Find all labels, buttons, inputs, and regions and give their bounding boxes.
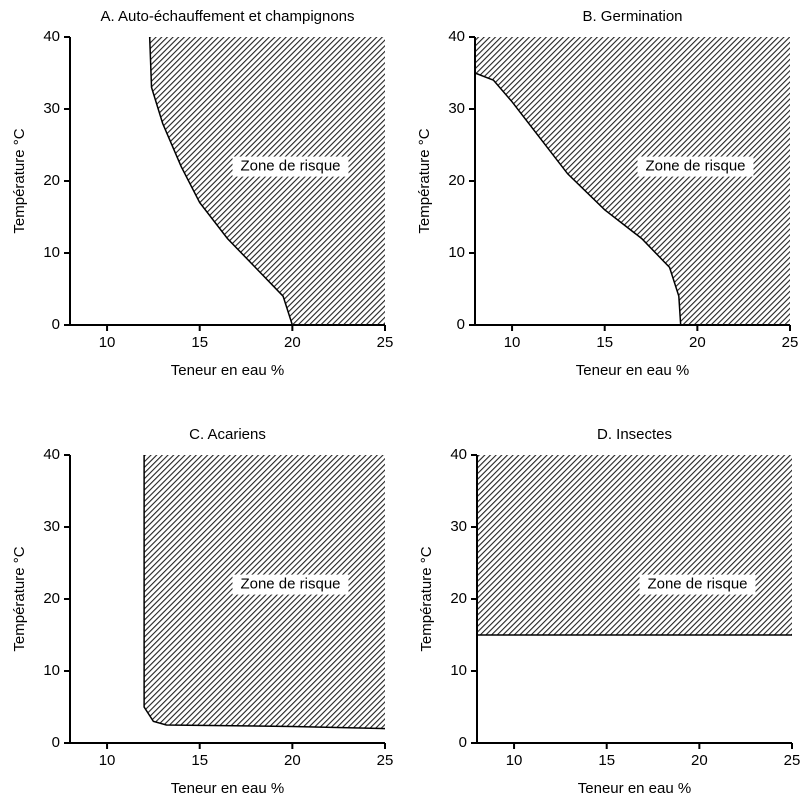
- risk-boundary: [148, 36, 294, 326]
- y-tick-label: 40: [448, 28, 465, 45]
- y-tick-label: 40: [450, 446, 467, 463]
- y-tick-label: 20: [448, 172, 465, 189]
- x-axis-label: Teneur en eau %: [578, 780, 691, 797]
- panel-title: B. Germination: [582, 8, 682, 25]
- annotation-bg: [637, 156, 754, 177]
- risk-boundary: [143, 455, 386, 730]
- y-tick-label: 0: [52, 734, 60, 751]
- annotation-bg: [639, 574, 756, 595]
- x-tick-label: 10: [99, 752, 116, 769]
- x-tick-label: 15: [596, 334, 613, 351]
- x-tick-label: 10: [99, 334, 116, 351]
- y-tick-label: 30: [43, 518, 60, 535]
- y-axis-label: Température °C: [416, 128, 433, 233]
- y-axis-label: Température °C: [418, 546, 435, 651]
- annotation-bg: [232, 574, 349, 595]
- x-tick-label: 25: [377, 752, 394, 769]
- y-tick-label: 10: [43, 662, 60, 679]
- x-tick-label: 10: [506, 752, 523, 769]
- x-tick-label: 15: [191, 334, 208, 351]
- x-tick-label: 25: [782, 334, 799, 351]
- annotation: Zone de risque: [240, 576, 340, 593]
- x-tick-label: 20: [284, 334, 301, 351]
- risk-boundary: [474, 72, 682, 326]
- panel-title: C. Acariens: [189, 426, 266, 443]
- y-axis-label: Température °C: [11, 546, 28, 651]
- annotation: Zone de risque: [645, 158, 745, 175]
- y-tick-label: 20: [450, 590, 467, 607]
- annotation: Zone de risque: [647, 576, 747, 593]
- x-tick-label: 25: [377, 334, 394, 351]
- risk-zone: [475, 37, 790, 325]
- x-axis-label: Teneur en eau %: [576, 362, 689, 379]
- panel-title: A. Auto-échauffement et champignons: [100, 8, 354, 25]
- y-tick-label: 40: [43, 446, 60, 463]
- y-tick-label: 10: [43, 244, 60, 261]
- y-tick-label: 40: [43, 28, 60, 45]
- y-axis-label: Température °C: [11, 128, 28, 233]
- y-tick-label: 20: [43, 172, 60, 189]
- x-tick-label: 20: [689, 334, 706, 351]
- y-tick-label: 10: [448, 244, 465, 261]
- y-tick-label: 10: [450, 662, 467, 679]
- y-tick-label: 0: [459, 734, 467, 751]
- x-axis-label: Teneur en eau %: [171, 362, 284, 379]
- annotation-bg: [232, 156, 349, 177]
- x-tick-label: 25: [784, 752, 801, 769]
- x-tick-label: 15: [598, 752, 615, 769]
- y-tick-label: 0: [52, 316, 60, 333]
- x-tick-label: 15: [191, 752, 208, 769]
- x-axis-label: Teneur en eau %: [171, 780, 284, 797]
- y-tick-label: 30: [43, 100, 60, 117]
- y-tick-label: 30: [448, 100, 465, 117]
- panel-title: D. Insectes: [597, 426, 672, 443]
- y-tick-label: 20: [43, 590, 60, 607]
- y-tick-label: 0: [457, 316, 465, 333]
- x-tick-label: 10: [504, 334, 521, 351]
- risk-zone: [477, 455, 792, 635]
- y-tick-label: 30: [450, 518, 467, 535]
- risk-zone: [149, 37, 385, 325]
- x-tick-label: 20: [284, 752, 301, 769]
- annotation: Zone de risque: [240, 158, 340, 175]
- x-tick-label: 20: [691, 752, 708, 769]
